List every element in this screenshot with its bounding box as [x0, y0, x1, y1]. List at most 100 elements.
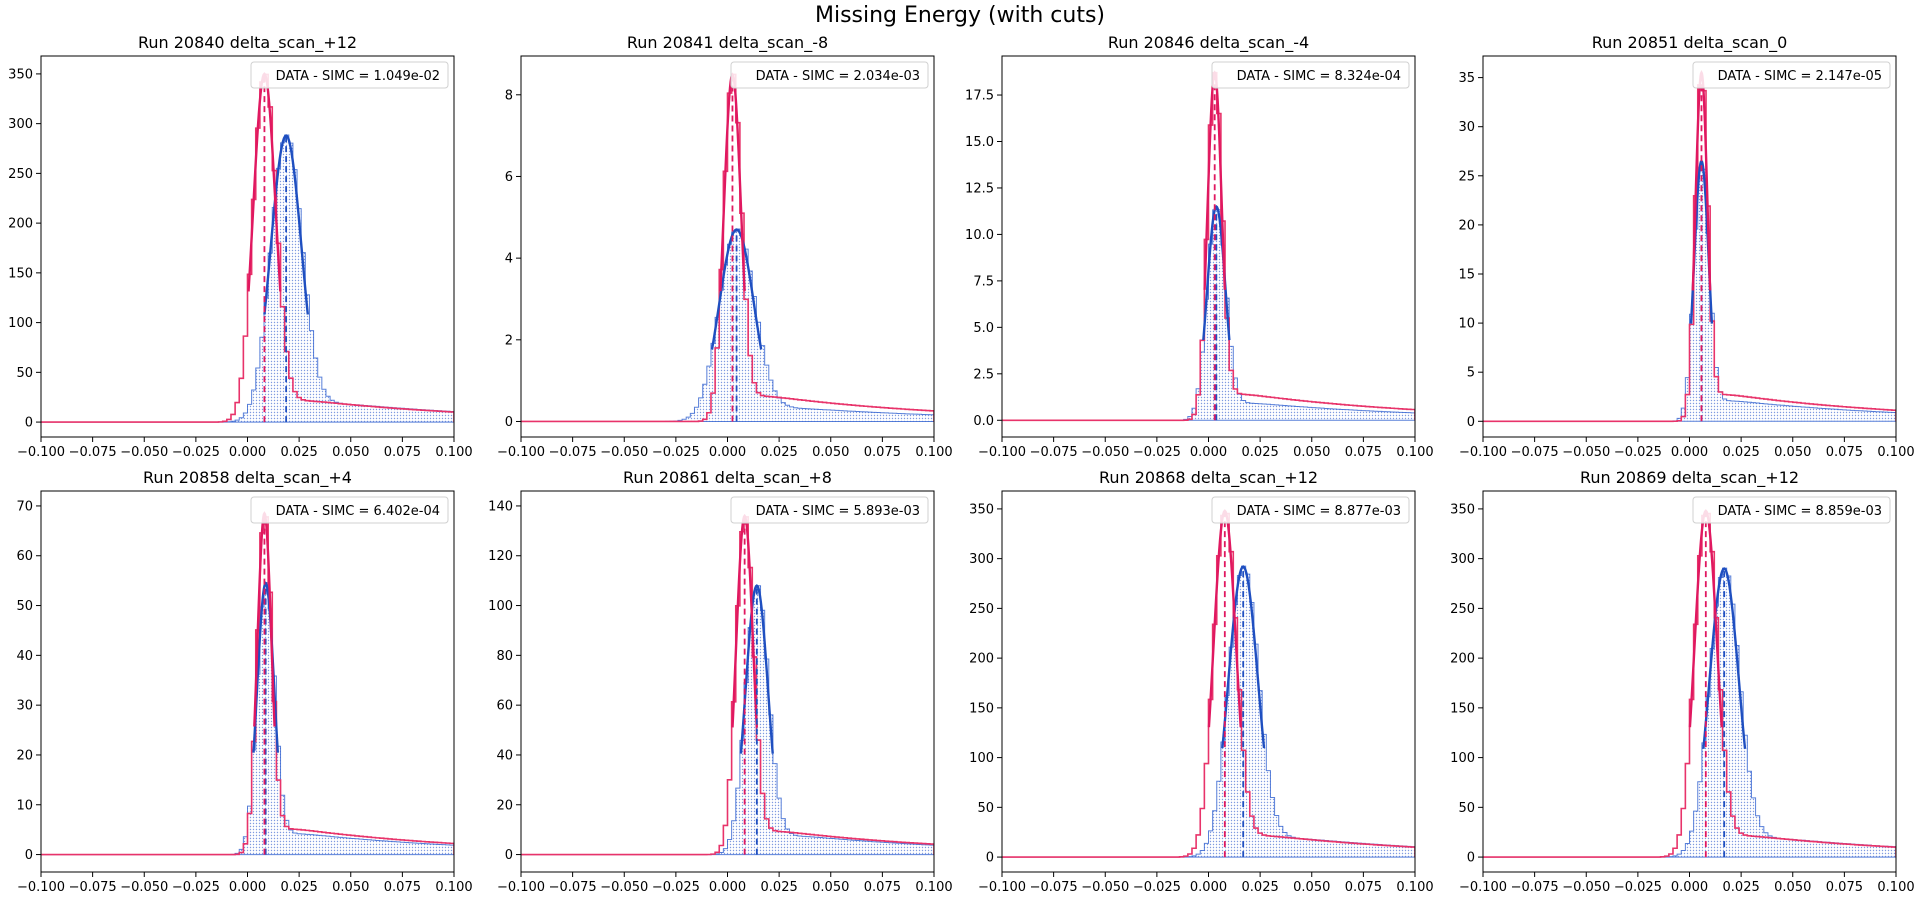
panel-title: Run 20868 delta_scan_+12	[1099, 468, 1318, 488]
y-tick-label: 0	[1467, 851, 1475, 866]
x-tick-label: 0.050	[332, 445, 369, 460]
legend-text: DATA - SIMC = 8.877e-03	[1237, 504, 1401, 519]
x-tick-label: −0.025	[652, 445, 700, 460]
simc-histogram	[1483, 84, 1896, 423]
y-tick-label: 5.0	[973, 321, 994, 336]
x-tick-label: 0.000	[1190, 445, 1227, 460]
x-tick-label: 0.100	[1877, 445, 1914, 460]
y-tick-label: 0	[505, 415, 513, 430]
x-tick-label: −0.100	[497, 880, 545, 895]
panel-1: Run 20840 delta_scan_+12−0.100 −0.075 −0.0…	[8, 33, 472, 460]
x-tick-label: −0.100	[1459, 880, 1507, 895]
y-tick-label: 2.5	[973, 367, 994, 382]
x-tick-label: −0.050	[600, 880, 648, 895]
y-tick-label: 30	[1458, 120, 1475, 135]
legend-text: DATA - SIMC = 2.034e-03	[756, 69, 920, 84]
y-tick-label: 15.0	[965, 135, 994, 150]
legend-text: DATA - SIMC = 8.324e-04	[1237, 69, 1401, 84]
x-tick-label: 0.025	[1723, 445, 1760, 460]
x-tick-label: 0.050	[1774, 880, 1811, 895]
panel-title: Run 20861 delta_scan_+8	[623, 468, 832, 488]
legend-box	[730, 61, 929, 89]
legend-box	[730, 496, 929, 524]
x-tick-label: 0.025	[761, 880, 798, 895]
y-tick-label: 50	[977, 801, 994, 816]
simc-histogram	[41, 516, 454, 856]
x-tick-label: 0.075	[864, 880, 901, 895]
plot-area	[521, 513, 934, 856]
x-tick-label: −0.025	[1614, 445, 1662, 460]
x-tick-label: −0.100	[1459, 445, 1507, 460]
x-tick-label: −0.100	[17, 445, 65, 460]
x-tick-label: 0.025	[1242, 880, 1279, 895]
x-tick-label: −0.075	[549, 880, 597, 895]
y-tick-label: 4	[505, 252, 513, 267]
legend-text: DATA - SIMC = 2.147e-05	[1718, 69, 1882, 84]
data-fit-curve	[1221, 565, 1266, 749]
x-tick-label: 0.000	[709, 445, 746, 460]
x-tick-label: 0.100	[1396, 880, 1433, 895]
panel-title: Run 20851 delta_scan_0	[1592, 33, 1788, 53]
x-tick-label: 0.100	[435, 445, 472, 460]
x-tick-label: −0.025	[652, 880, 700, 895]
legend-text: DATA - SIMC = 6.402e-04	[276, 504, 440, 519]
panel-6: Run 20861 delta_scan_+8 −0.100 −0.075 −0.05…	[488, 468, 952, 895]
y-tick-label: 12.5	[965, 181, 994, 196]
y-tick-label: 15	[1458, 267, 1475, 282]
panel-4: Run 20851 delta_scan_0 −0.100 −0.075 −0.050…	[1458, 33, 1914, 460]
y-tick-label: 0	[986, 851, 994, 866]
y-tick-label: 200	[8, 217, 33, 232]
simc-histogram	[41, 73, 454, 423]
y-tick-label: 150	[8, 266, 33, 281]
legend-box	[1211, 496, 1410, 524]
y-tick-label: 150	[969, 701, 994, 716]
y-tick-label: 0	[505, 848, 513, 863]
x-tick-label: −0.050	[120, 445, 168, 460]
legend-box	[1692, 496, 1891, 524]
panel-title: Run 20846 delta_scan_-4	[1108, 33, 1309, 53]
legend-box	[250, 496, 449, 524]
panel-title: Run 20869 delta_scan_+12	[1580, 468, 1799, 488]
x-tick-label: 0.025	[1242, 445, 1279, 460]
x-tick-label: 0.075	[384, 880, 421, 895]
y-tick-label: 7.5	[973, 274, 994, 289]
plot-area	[41, 72, 454, 423]
y-tick-label: 20	[16, 748, 33, 763]
x-tick-label: −0.025	[1133, 445, 1181, 460]
x-tick-label: 0.000	[709, 880, 746, 895]
x-tick-label: −0.025	[1133, 880, 1181, 895]
y-tick-label: 2	[505, 333, 513, 348]
y-tick-label: 20	[496, 798, 513, 813]
y-tick-label: 8	[505, 88, 513, 103]
simc-histogram	[1483, 512, 1896, 858]
panel-title: Run 20840 delta_scan_+12	[138, 33, 357, 53]
y-tick-label: 10	[1458, 317, 1475, 332]
y-tick-label: 25	[1458, 169, 1475, 184]
y-tick-label: 0	[1467, 415, 1475, 430]
x-tick-label: 0.025	[1723, 880, 1760, 895]
x-tick-label: −0.100	[497, 445, 545, 460]
x-tick-label: −0.075	[1030, 445, 1078, 460]
y-tick-label: 50	[16, 599, 33, 614]
y-tick-label: 50	[1458, 801, 1475, 816]
x-tick-label: 0.100	[435, 880, 472, 895]
x-tick-label: 0.100	[1396, 445, 1433, 460]
y-tick-label: 150	[1450, 701, 1475, 716]
x-tick-label: 0.075	[384, 445, 421, 460]
plot-area	[41, 511, 454, 856]
plot-area	[521, 72, 934, 423]
plot-area	[1002, 509, 1415, 858]
x-tick-label: −0.025	[172, 445, 220, 460]
data-fit-curve	[739, 584, 774, 754]
legend-text: DATA - SIMC = 8.859e-03	[1718, 504, 1882, 519]
legend-text: DATA - SIMC = 1.049e-02	[276, 69, 440, 84]
x-tick-label: 0.050	[1293, 880, 1330, 895]
y-tick-label: 5	[1467, 366, 1475, 381]
simc-histogram	[521, 516, 934, 856]
x-tick-label: −0.100	[978, 445, 1026, 460]
y-tick-label: 100	[488, 599, 513, 614]
x-tick-label: 0.000	[229, 445, 266, 460]
y-tick-label: 200	[1450, 652, 1475, 667]
